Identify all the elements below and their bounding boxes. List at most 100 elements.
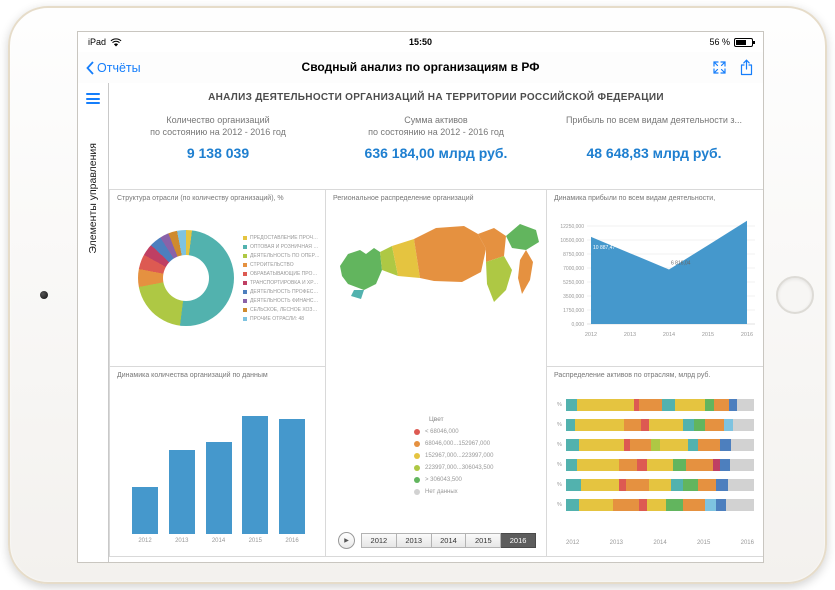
legend-label: ПРОЧИЕ ОТРАСЛИ: 48 [250,316,305,322]
stacked-bar-row: % [557,479,754,491]
bar-segment [566,399,578,411]
map-region[interactable] [518,250,533,294]
bar-segment [720,459,730,471]
assets-stacked-chart: %%%%%% [557,399,754,519]
legend-label: ТРАНСПОРТИРОВКА И ХРАНЕНИЕ [250,280,320,286]
year-timeline: ▶ 2012 2013 2014 2015 2016 [338,532,536,549]
front-camera [40,291,48,299]
panel-org-dynamics: Динамика количества организаций по данны… [110,367,325,556]
bar-segment [577,399,634,411]
bar-segment [671,479,683,491]
bar-segment [566,459,578,471]
kpi-profit: Прибыль по всем видам деятельности з... … [545,114,763,161]
kpi-label: Прибыль по всем видам деятельности з... [565,115,743,125]
map-legend-item: < 68046,000 [414,429,493,435]
row-label: % [557,442,562,448]
year-button[interactable]: 2015 [466,533,502,548]
bar-column: 2014 [205,442,232,544]
year-button[interactable]: 2014 [431,533,467,548]
bar-segment [712,459,721,471]
map-region[interactable] [414,226,486,282]
bar-segment [641,419,649,431]
x-tick-label: 2014 [653,540,667,546]
bar-segment [727,479,754,491]
legend-swatch [243,308,247,312]
legend-label: ДЕЯТЕЛЬНОСТЬ ПО ОПЕРАЦИЯМ С НЕДВИЖИМ... [250,253,320,259]
kpi-assets-sum: Сумма активов по состоянию на 2012 - 201… [327,114,545,161]
legend-swatch [243,290,247,294]
org-bar-chart: 2012 2013 2014 2015 2016 [126,401,311,544]
bar-segment [661,399,675,411]
russia-map [340,224,539,302]
legend-label: > 306043,500 [425,477,462,483]
bar-segment [624,439,630,451]
x-tick-label: 2015 [702,332,714,338]
stacked-bar [566,459,754,471]
legend-item: ОБРАБАТЫВАЮЩИЕ ПРОИЗВОДСТВА [243,271,321,277]
fullscreen-icon[interactable] [713,61,726,74]
legend-label: 223997,000...306043,500 [425,465,494,471]
status-bar: iPad 15:50 56 % [78,32,763,52]
map-region[interactable] [506,224,539,250]
map-region[interactable] [351,290,364,299]
legend-item: ПРЕДОСТАВЛЕНИЕ ПРОЧИХ ВИДОВ УСЛУГ [243,235,321,241]
map-region[interactable] [486,256,512,302]
screen: iPad 15:50 56 % Отчёты Сводный а [77,31,764,563]
map-legend-item: 68046,000...152967,000 [414,441,493,447]
year-button[interactable]: 2016 [501,533,536,548]
year-button[interactable]: 2012 [361,533,397,548]
bar[interactable] [279,419,305,534]
report-title: АНАЛИЗ ДЕЯТЕЛЬНОСТИ ОРГАНИЗАЦИЙ НА ТЕРРИ… [208,92,664,103]
legend-label: ПРЕДОСТАВЛЕНИЕ ПРОЧИХ ВИДОВ УСЛУГ [250,235,320,241]
bar-segment [618,459,638,471]
year-button[interactable]: 2013 [396,533,432,548]
legend-item: ДЕЯТЕЛЬНОСТЬ ПРОФЕССИОНАЛЬНАЯ, НАУЧН... [243,289,321,295]
bar-segment [566,499,580,511]
panel-industry-structure: Структура отрасли (по количеству организ… [110,190,325,366]
bar-segment [579,439,625,451]
back-button[interactable]: Отчёты [86,52,141,83]
bar[interactable] [132,487,158,534]
panel-title: Структура отрасли (по количеству организ… [117,195,284,202]
legend-item: СТРОИТЕЛЬСТВО [243,262,321,268]
map-legend-item: > 306043,500 [414,477,493,483]
bar-segment [566,419,576,431]
map-region[interactable] [392,239,420,278]
point-label: 6 816,04 [671,260,691,266]
x-tick-label: 2013 [175,538,189,544]
bar-segment [566,439,580,451]
stacked-bar [566,499,754,511]
legend-label: ДЕЯТЕЛЬНОСТЬ ФИНАНСОВАЯ И СТРАХОВАЯ [250,298,320,304]
kpi-org-count: Количество организаций по состоянию на 2… [109,114,327,161]
map-region[interactable] [340,248,382,290]
bar-segment [725,499,754,511]
bar-segment [646,499,666,511]
bar[interactable] [168,450,195,534]
kpi-label: Количество организаций [166,115,270,125]
carrier-label: iPad [88,37,107,47]
menu-icon[interactable] [86,93,100,107]
map-region[interactable] [478,228,506,262]
back-label: Отчёты [97,60,141,75]
bar-segment [633,399,640,411]
y-tick-label: 7000,000 [563,266,584,272]
stacked-bar-row: % [557,399,754,411]
bar-segment [618,479,627,491]
kpi-value: 48 648,83 млрд руб. [586,145,722,161]
area-series [591,220,747,324]
bar[interactable] [242,416,269,534]
share-icon[interactable] [740,59,753,76]
home-button[interactable] [776,276,814,314]
bar-segment [665,499,683,511]
legend-dot [414,465,420,471]
controls-sidebar: Элементы управления [78,83,109,562]
bar-segment [705,399,715,411]
bar-segment [575,419,625,431]
x-tick-label: 2013 [609,540,624,546]
bar-segment [624,419,642,431]
stacked-bar [566,419,754,431]
play-button[interactable]: ▶ [338,532,355,549]
legend-dot [414,489,420,495]
y-tick-label: 10500,000 [560,238,584,244]
bar[interactable] [205,442,232,534]
